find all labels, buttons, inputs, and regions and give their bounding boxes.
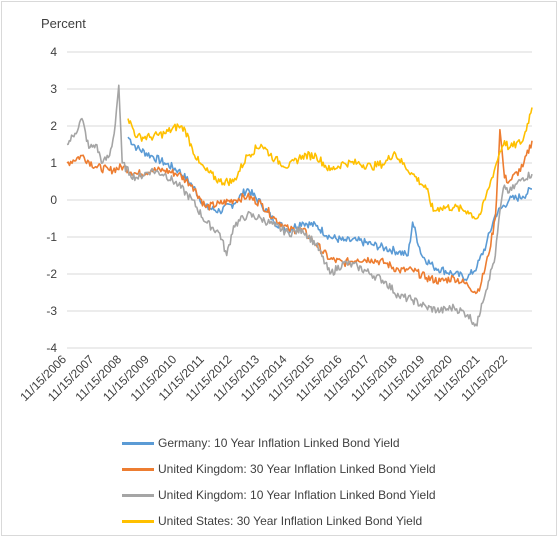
y-tick-label: 2 (50, 119, 57, 133)
y-tick-label: 0 (50, 193, 57, 207)
x-tick-labels: 11/15/200611/15/200711/15/200811/15/2009… (17, 352, 510, 404)
series-line-1 (66, 128, 533, 295)
legend-entry: United Kingdom: 10 Year Inflation Linked… (122, 482, 436, 508)
legend-label: Germany: 10 Year Inflation Linked Bond Y… (158, 436, 400, 450)
legend: Germany: 10 Year Inflation Linked Bond Y… (122, 430, 436, 534)
legend-label: United Kingdom: 30 Year Inflation Linked… (158, 462, 436, 476)
y-tick-label: -4 (46, 341, 57, 355)
gridlines (67, 51, 532, 349)
y-tick-label: -1 (46, 230, 57, 244)
y-tick-labels: 4 3 2 1 0 -1 -2 -3 -4 (46, 45, 57, 355)
series-line-2 (66, 84, 533, 327)
legend-swatch (122, 467, 154, 471)
y-axis-title: Percent (41, 16, 86, 31)
legend-entry: Germany: 10 Year Inflation Linked Bond Y… (122, 430, 436, 456)
y-tick-label: 1 (50, 156, 57, 170)
legend-label: United States: 30 Year Inflation Linked … (158, 514, 423, 528)
y-tick-label: -2 (46, 267, 57, 281)
legend-swatch (122, 519, 154, 523)
legend-entry: United States: 30 Year Inflation Linked … (122, 508, 436, 534)
y-tick-label: 4 (50, 45, 57, 59)
legend-swatch (122, 493, 154, 497)
legend-label: United Kingdom: 10 Year Inflation Linked… (158, 488, 436, 502)
legend-entry: United Kingdom: 30 Year Inflation Linked… (122, 456, 436, 482)
legend-swatch (122, 441, 154, 445)
y-tick-label: -3 (46, 304, 57, 318)
series-lines (66, 84, 533, 327)
line-chart: Percent 4 3 2 1 0 -1 -2 -3 -4 11/15/200611/15/20… (17, 16, 533, 404)
series-line-3 (127, 107, 533, 220)
y-tick-label: 3 (50, 82, 57, 96)
